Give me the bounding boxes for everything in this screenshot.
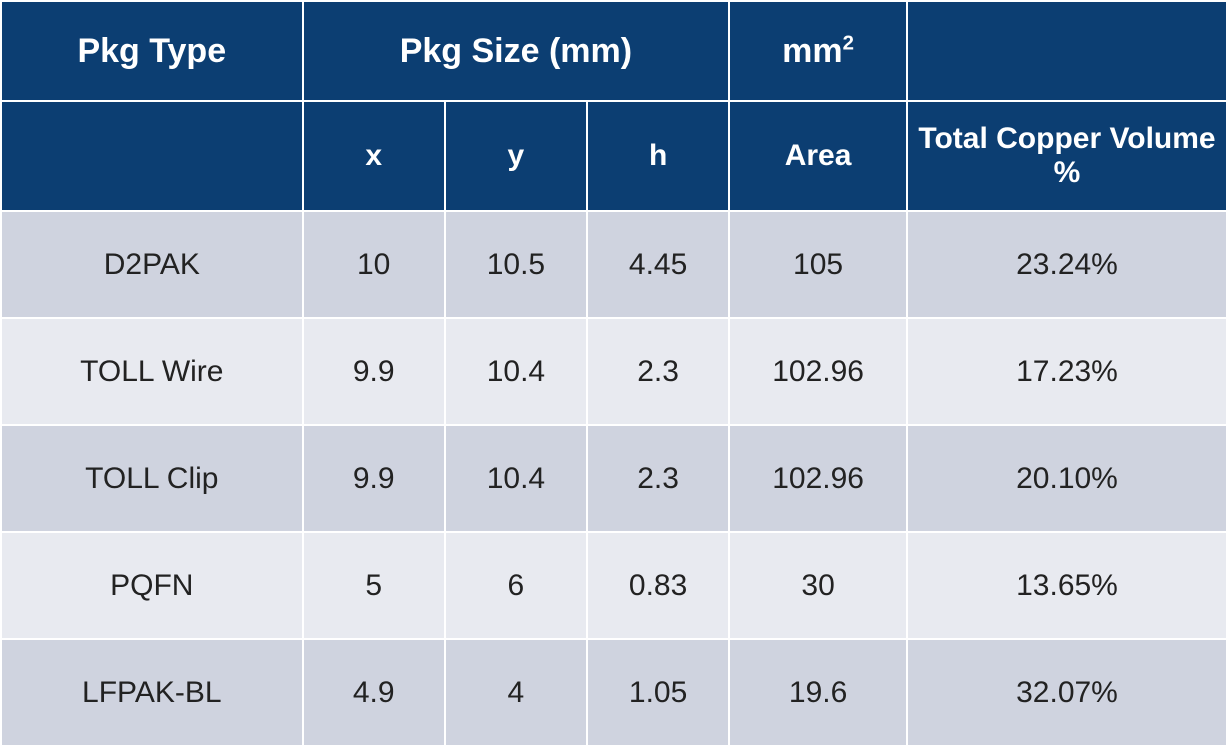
header-mm2-text: mm <box>782 32 842 70</box>
cell-pkg: D2PAK <box>1 211 303 318</box>
cell-area: 102.96 <box>729 425 907 532</box>
cell-y: 4 <box>445 639 587 746</box>
cell-cu: 13.65% <box>907 532 1227 639</box>
cell-pkg: LFPAK-BL <box>1 639 303 746</box>
header-pkg-type: Pkg Type <box>1 1 303 101</box>
cell-y: 10.5 <box>445 211 587 318</box>
cell-pkg: TOLL Clip <box>1 425 303 532</box>
table-row: TOLL Clip 9.9 10.4 2.3 102.96 20.10% <box>1 425 1227 532</box>
cell-h: 4.45 <box>587 211 729 318</box>
cell-x: 5 <box>303 532 445 639</box>
header-row-2: x y h Area Total Copper Volume % <box>1 101 1227 211</box>
table-header: Pkg Type Pkg Size (mm) mm2 x y h Area To… <box>1 1 1227 211</box>
subheader-blank <box>1 101 303 211</box>
cell-h: 2.3 <box>587 425 729 532</box>
table-row: D2PAK 10 10.5 4.45 105 23.24% <box>1 211 1227 318</box>
cell-cu: 32.07% <box>907 639 1227 746</box>
cell-cu: 20.10% <box>907 425 1227 532</box>
cell-x: 10 <box>303 211 445 318</box>
header-blank-top <box>907 1 1227 101</box>
cell-area: 105 <box>729 211 907 318</box>
cell-area: 19.6 <box>729 639 907 746</box>
table-row: PQFN 5 6 0.83 30 13.65% <box>1 532 1227 639</box>
header-row-1: Pkg Type Pkg Size (mm) mm2 <box>1 1 1227 101</box>
subheader-area: Area <box>729 101 907 211</box>
cell-pkg: PQFN <box>1 532 303 639</box>
subheader-copper: Total Copper Volume % <box>907 101 1227 211</box>
subheader-h: h <box>587 101 729 211</box>
cell-cu: 17.23% <box>907 318 1227 425</box>
header-pkg-size: Pkg Size (mm) <box>303 1 730 101</box>
subheader-x: x <box>303 101 445 211</box>
cell-pkg: TOLL Wire <box>1 318 303 425</box>
table-row: TOLL Wire 9.9 10.4 2.3 102.96 17.23% <box>1 318 1227 425</box>
header-mm2-sup: 2 <box>843 32 854 54</box>
cell-h: 0.83 <box>587 532 729 639</box>
subheader-y: y <box>445 101 587 211</box>
cell-area: 102.96 <box>729 318 907 425</box>
cell-y: 10.4 <box>445 425 587 532</box>
table-row: LFPAK-BL 4.9 4 1.05 19.6 32.07% <box>1 639 1227 746</box>
cell-x: 9.9 <box>303 318 445 425</box>
header-mm2: mm2 <box>729 1 907 101</box>
cell-h: 1.05 <box>587 639 729 746</box>
cell-area: 30 <box>729 532 907 639</box>
cell-h: 2.3 <box>587 318 729 425</box>
cell-cu: 23.24% <box>907 211 1227 318</box>
cell-y: 10.4 <box>445 318 587 425</box>
table-body: D2PAK 10 10.5 4.45 105 23.24% TOLL Wire … <box>1 211 1227 746</box>
cell-x: 4.9 <box>303 639 445 746</box>
cell-y: 6 <box>445 532 587 639</box>
package-comparison-table: Pkg Type Pkg Size (mm) mm2 x y h Area To… <box>0 0 1228 747</box>
cell-x: 9.9 <box>303 425 445 532</box>
